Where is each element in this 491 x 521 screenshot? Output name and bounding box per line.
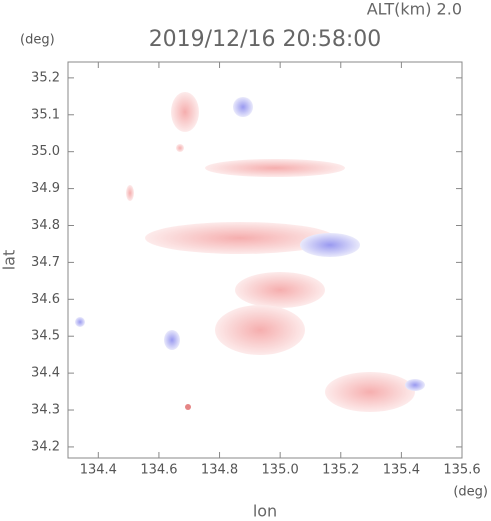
x-tick-label: 135.2 [322,463,359,478]
x-unit: (deg) [453,485,488,500]
x-tick-label: 135.0 [262,463,299,478]
y-unit: (deg) [20,33,55,48]
x-tick-label: 135.4 [383,463,420,478]
echo-blobs [75,92,425,412]
y-tick-label: 35.1 [31,107,60,122]
y-tick-label: 35.2 [31,70,60,85]
y-tick-label: 34.8 [31,218,60,233]
x-tick-label: 134.8 [201,463,238,478]
y-tick-label: 34.3 [31,403,60,418]
y-tick-label: 35.0 [31,144,60,159]
x-tick-label: 135.6 [443,463,480,478]
y-tick-label: 34.9 [31,181,60,196]
x-tick-label: 134.4 [80,463,117,478]
plot-frame [67,61,463,459]
y-tick-label: 34.4 [31,366,60,381]
chart-title: 2019/12/16 20:58:00 [149,27,382,52]
y-tick-label: 34.7 [31,255,60,270]
x-tick-label: 134.6 [140,463,177,478]
subtitle: ALT(km) 2.0 [367,0,462,19]
y-tick-label: 34.6 [31,292,60,307]
y-tick-label: 34.5 [31,329,60,344]
y-tick-label: 34.2 [31,439,60,454]
y-axis-label: lat [0,250,19,271]
x-axis-label: lon [253,502,277,521]
